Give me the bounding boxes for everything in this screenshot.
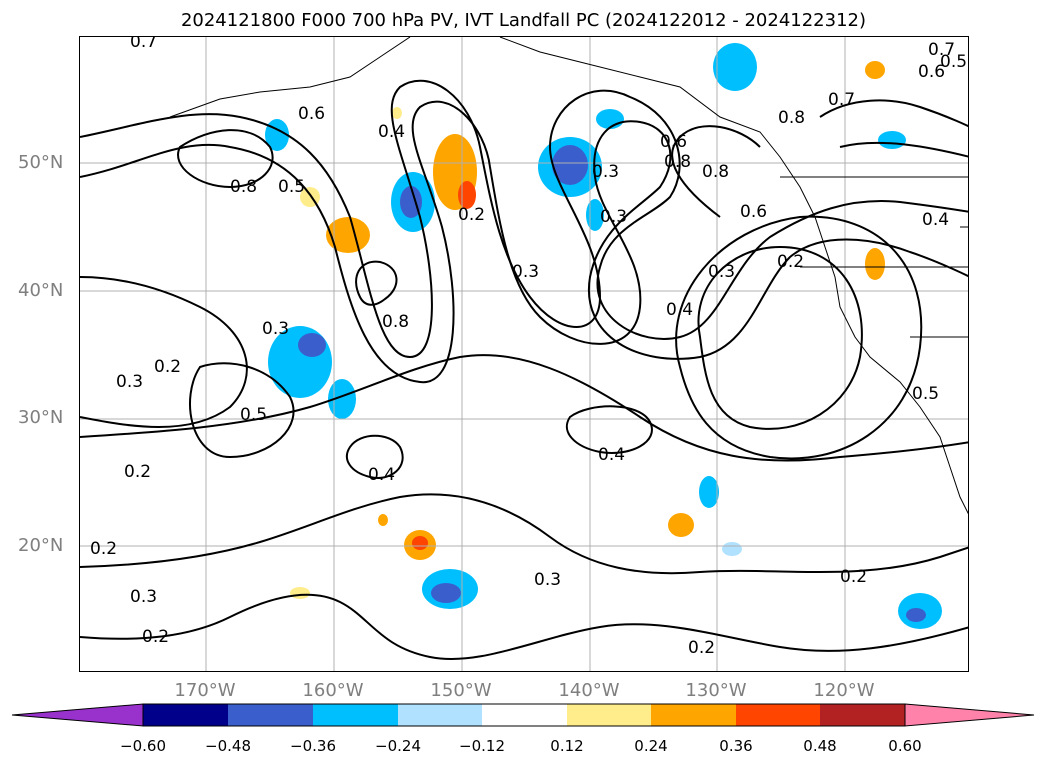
coastlines [169, 37, 968, 515]
contour-label: 0.7 [130, 37, 157, 52]
lon-label: 130°W [685, 680, 747, 701]
contour-label: 0.4 [598, 445, 625, 465]
contour-label: 0.7 [828, 90, 855, 110]
contour-label: 0.3 [512, 262, 539, 282]
colorbar-segment [820, 704, 905, 726]
lon-label: 140°W [558, 680, 620, 701]
contour-label: 0.2 [688, 638, 715, 658]
colorbar-segment [143, 704, 228, 726]
contour-label: 0.8 [702, 162, 729, 182]
colorbar [12, 703, 1035, 727]
shaded-anomalies [265, 43, 942, 629]
lat-label: 20°N [18, 535, 64, 556]
colorbar-tick: −0.60 [120, 737, 166, 755]
contour-label: 0.8 [664, 152, 691, 172]
contour-label: 0.6 [660, 132, 687, 152]
colorbar-tick: −0.12 [459, 737, 505, 755]
colorbar-tick: −0.36 [290, 737, 336, 755]
contour-label: 0.3 [130, 587, 157, 607]
contour-label: 0.2 [90, 539, 117, 559]
pv-contours [80, 79, 968, 661]
contour-label: 0.2 [458, 205, 485, 225]
colorbar-tick: 0.12 [550, 737, 584, 755]
lon-label: 170°W [174, 680, 236, 701]
contour-label: 0.4 [378, 122, 405, 142]
colorbar-segment [313, 704, 398, 726]
colorbar-extend-left [12, 703, 144, 727]
lat-label: 50°N [18, 152, 64, 173]
contour-label: 0.6 [298, 104, 325, 124]
contour-labels: 0.7 0.6 0.8 0.5 0.4 0.2 0.3 0.8 0.6 0.8 … [90, 37, 967, 658]
contour-label: 0.2 [777, 252, 804, 272]
contour-label: 0.4 [666, 300, 693, 320]
colorbar-segment [651, 704, 736, 726]
contour-label: 0.7 [928, 40, 955, 60]
contour-label: 0.6 [740, 202, 767, 222]
lon-label: 150°W [430, 680, 492, 701]
colorbar-tick: 0.36 [719, 737, 753, 755]
colorbar-tick: −0.48 [205, 737, 251, 755]
colorbar-tick: −0.24 [375, 737, 421, 755]
colorbar-segment [228, 704, 313, 726]
lat-label: 40°N [18, 280, 64, 301]
colorbar-tick: 0.24 [634, 737, 668, 755]
contour-label: 0.5 [912, 384, 939, 404]
contour-label: 0.3 [262, 319, 289, 339]
colorbar-segment [398, 704, 482, 726]
lon-label: 120°W [813, 680, 875, 701]
contour-label: 0.5 [278, 177, 305, 197]
contour-label: 0.2 [154, 357, 181, 377]
contour-label: 0.3 [708, 262, 735, 282]
contour-label: 0.8 [382, 312, 409, 332]
contour-label: 0.4 [922, 210, 949, 230]
colorbar-segment [736, 704, 820, 726]
map-panel: 0.7 0.6 0.8 0.5 0.4 0.2 0.3 0.8 0.6 0.8 … [79, 36, 969, 672]
contour-label: 0.2 [840, 567, 867, 587]
contour-label: 0.2 [142, 627, 169, 647]
contour-label: 0.8 [778, 108, 805, 128]
map-title: 2024121800 F000 700 hPa PV, IVT Landfall… [180, 10, 867, 31]
colorbar-tick: 0.48 [803, 737, 837, 755]
colorbar-tick: 0.60 [888, 737, 922, 755]
contour-label: 0.5 [940, 52, 967, 72]
colorbar-segment [482, 704, 567, 726]
colorbar-segment [567, 704, 651, 726]
contour-label: 0.6 [918, 62, 945, 82]
contour-label: 0.3 [600, 207, 627, 227]
contour-label: 0.3 [116, 372, 143, 392]
map-canvas: 0.7 0.6 0.8 0.5 0.4 0.2 0.3 0.8 0.6 0.8 … [80, 37, 968, 671]
lat-label: 30°N [18, 407, 64, 428]
contour-label: 0.5 [240, 405, 267, 425]
contour-label: 0.2 [124, 462, 151, 482]
graticule [80, 37, 968, 671]
contour-label: 0.3 [592, 162, 619, 182]
lon-label: 160°W [302, 680, 364, 701]
contour-label: 0.3 [534, 570, 561, 590]
contour-label: 0.8 [230, 177, 257, 197]
colorbar-extend-right [904, 703, 1035, 727]
contour-label: 0.4 [368, 465, 395, 485]
